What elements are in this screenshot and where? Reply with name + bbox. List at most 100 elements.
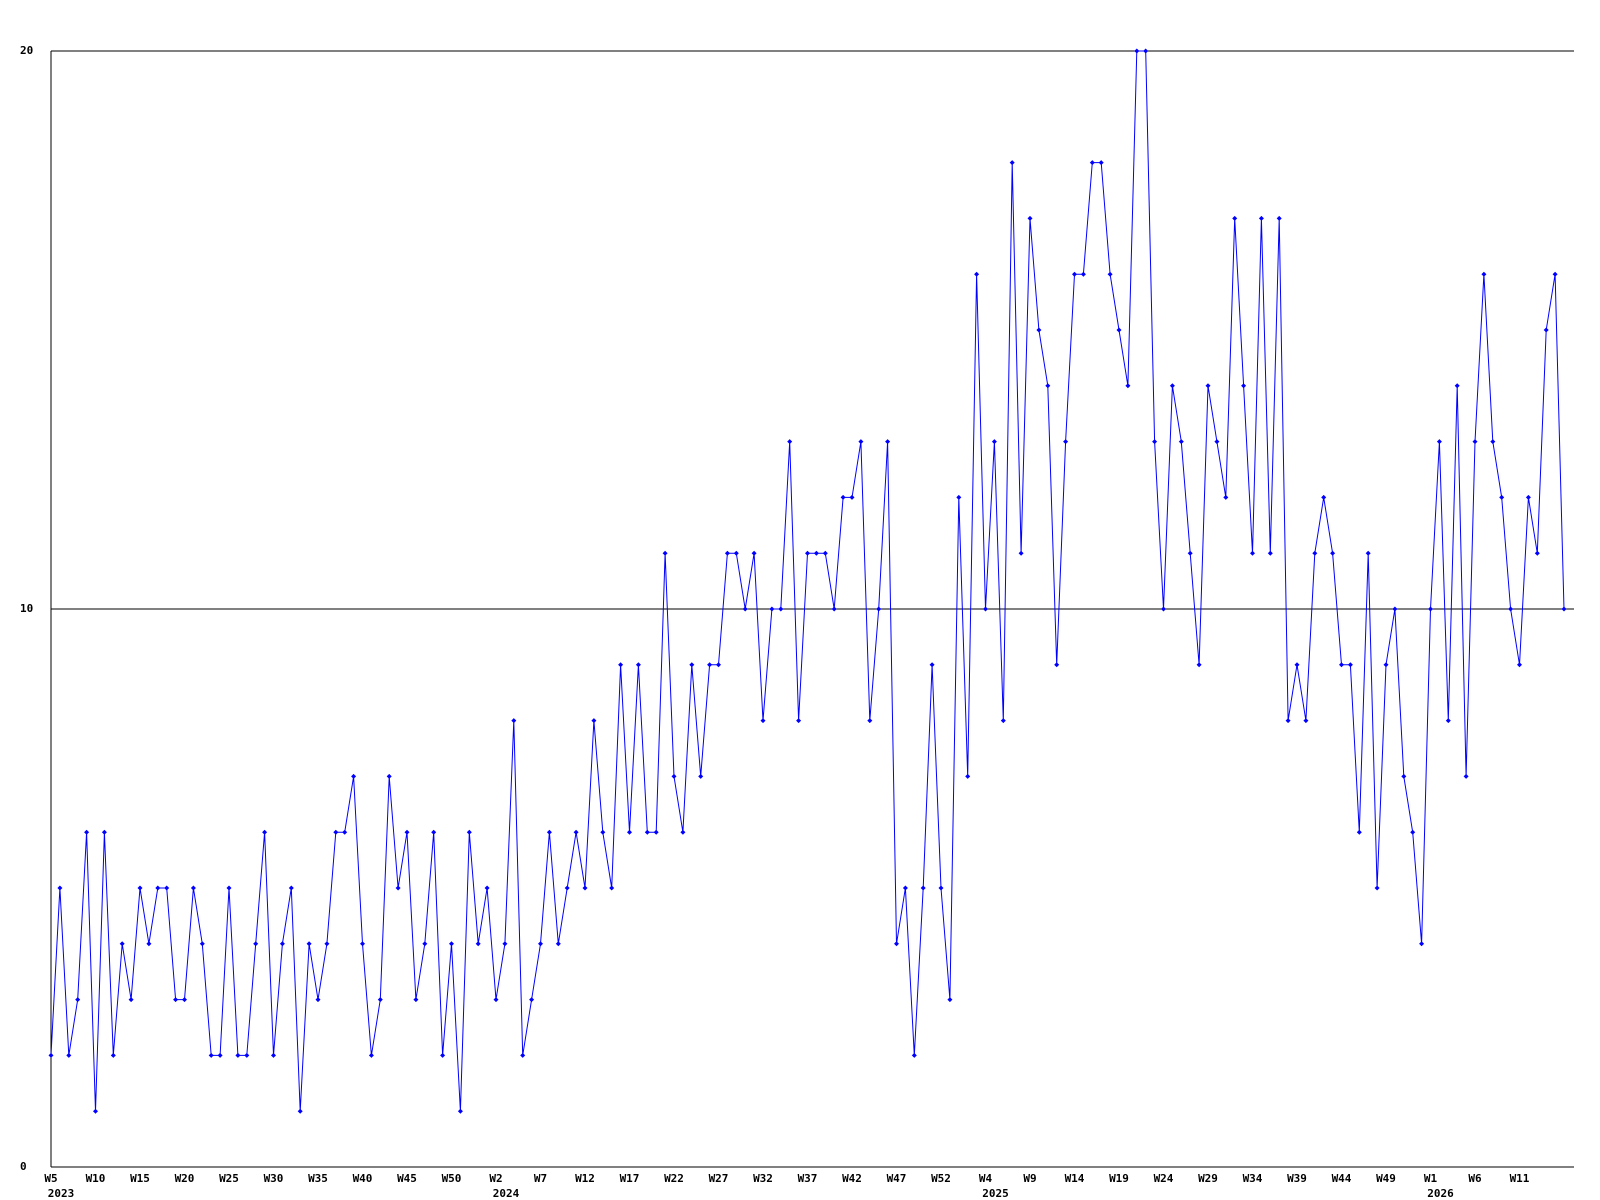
data-point [582, 885, 588, 891]
x-tick-label: W19 [1109, 1172, 1129, 1185]
x-tick-label: W27 [709, 1172, 729, 1185]
data-point [805, 550, 810, 556]
data-point [1267, 550, 1273, 556]
x-tick-label: W32 [753, 1172, 773, 1185]
year-label: 2026 [1427, 1187, 1454, 1200]
x-tick-label: W49 [1376, 1172, 1396, 1185]
data-point [689, 662, 695, 668]
x-tick-label: W17 [620, 1172, 640, 1185]
data-point [395, 885, 401, 891]
data-point [1472, 439, 1478, 445]
data-point [1463, 773, 1469, 779]
data-point [1125, 383, 1131, 389]
data-point [831, 606, 837, 612]
x-tick-label: W4 [979, 1172, 993, 1185]
data-point [1383, 662, 1389, 668]
data-point [1214, 439, 1220, 445]
data-point [1045, 383, 1051, 389]
data-point [1250, 550, 1255, 556]
data-line [50, 50, 1565, 1112]
data-point [1169, 383, 1175, 389]
data-point [279, 941, 285, 947]
x-tick-label: W11 [1510, 1172, 1530, 1185]
data-point [573, 829, 579, 835]
data-point [965, 773, 971, 779]
data-point [822, 550, 828, 556]
data-point [173, 997, 179, 1003]
data-point [1294, 662, 1300, 668]
data-point [849, 494, 855, 500]
data-point [902, 885, 908, 891]
data-point [1552, 271, 1558, 277]
data-point [235, 1052, 241, 1058]
data-point [1054, 662, 1060, 668]
data-point [66, 1052, 72, 1058]
data-point [484, 885, 490, 891]
data-point [947, 997, 953, 1003]
data-point [1410, 829, 1416, 835]
data-point [1063, 439, 1069, 445]
data-point [271, 1052, 276, 1058]
data-point [1116, 327, 1122, 333]
data-point [680, 829, 686, 835]
data-point [110, 1052, 116, 1058]
data-point [956, 494, 962, 500]
x-tick-label: W12 [575, 1172, 595, 1185]
data-point [368, 1052, 374, 1058]
data-point [155, 885, 161, 891]
data-point [858, 439, 864, 445]
data-point [724, 550, 730, 556]
x-tick-label: W30 [264, 1172, 284, 1185]
data-point [351, 773, 357, 779]
year-label: 2024 [493, 1187, 520, 1200]
data-point [1187, 550, 1193, 556]
data-point [475, 941, 481, 947]
data-point [716, 662, 721, 668]
x-tick-label: W40 [353, 1172, 373, 1185]
data-point [511, 718, 517, 724]
data-point [840, 494, 846, 500]
data-point [466, 829, 472, 835]
data-point [1356, 829, 1362, 835]
data-point [662, 550, 668, 556]
data-point [929, 662, 935, 668]
data-point [1490, 439, 1496, 445]
data-point [653, 829, 659, 835]
year-label: 2025 [982, 1187, 1009, 1200]
x-tick-label: W50 [442, 1172, 462, 1185]
data-point [431, 829, 437, 835]
data-point [253, 941, 259, 947]
data-point [1525, 494, 1531, 500]
x-tick-label: W39 [1287, 1172, 1307, 1185]
data-point [1107, 271, 1113, 277]
x-tick-label: W29 [1198, 1172, 1218, 1185]
data-point [1072, 271, 1077, 277]
data-point [671, 773, 677, 779]
data-point [529, 997, 535, 1003]
data-point [1009, 160, 1015, 166]
data-point [1534, 550, 1540, 556]
data-point [128, 997, 134, 1003]
data-point [520, 1052, 526, 1058]
data-point [876, 606, 882, 612]
data-point [1276, 215, 1282, 221]
data-point [297, 1108, 303, 1114]
data-point [502, 941, 508, 947]
data-point [1454, 383, 1460, 389]
data-point [1508, 606, 1514, 612]
data-point [315, 997, 321, 1003]
data-point [1312, 550, 1318, 556]
data-point [199, 941, 205, 947]
data-point [635, 662, 641, 668]
data-point [609, 885, 615, 891]
data-point [920, 885, 926, 891]
x-tick-label: W25 [219, 1172, 239, 1185]
data-point [751, 550, 757, 556]
y-tick-label: 10 [20, 602, 33, 615]
x-tick-label: W35 [308, 1172, 328, 1185]
data-point [867, 718, 873, 724]
data-point [1481, 271, 1487, 277]
data-point [1178, 439, 1184, 445]
data-point [449, 941, 454, 947]
x-tick-label: W1 [1424, 1172, 1438, 1185]
